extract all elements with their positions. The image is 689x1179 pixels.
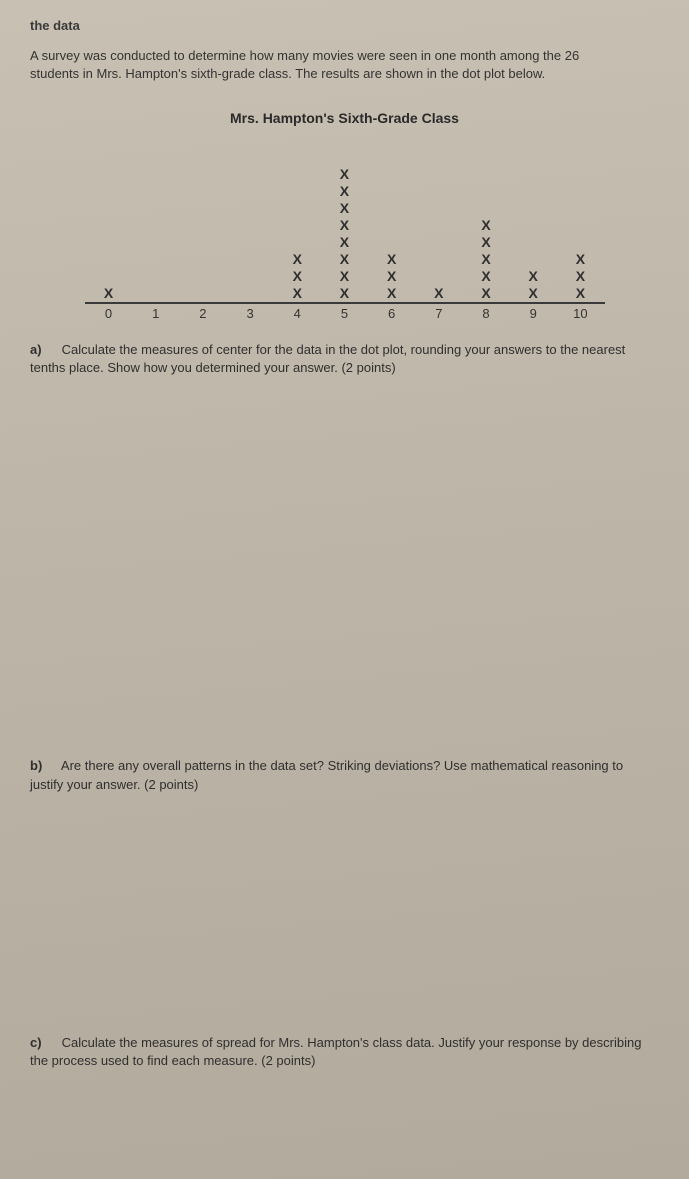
dot-plot-column: X bbox=[419, 285, 459, 302]
axis-tick: 7 bbox=[419, 306, 459, 321]
question-a-text: Calculate the measures of center for the… bbox=[30, 342, 625, 375]
dot-mark: X bbox=[529, 268, 538, 285]
dot-plot-column: XXX bbox=[277, 251, 317, 302]
dot-mark: X bbox=[293, 268, 302, 285]
intro-paragraph: A survey was conducted to determine how … bbox=[30, 47, 590, 82]
dot-mark: X bbox=[104, 285, 113, 302]
dot-plot-column: XXX bbox=[372, 251, 412, 302]
dot-plot-columns: XXXXXXXXXXXXXXXXXXXXXXXXXX bbox=[85, 142, 605, 304]
dot-mark: X bbox=[340, 183, 349, 200]
axis-tick: 2 bbox=[183, 306, 223, 321]
question-a-label: a) bbox=[30, 341, 58, 359]
dot-plot-column: XXXXX bbox=[466, 217, 506, 302]
axis-tick: 0 bbox=[89, 306, 129, 321]
dot-mark: X bbox=[387, 268, 396, 285]
dot-plot-column: XXX bbox=[560, 251, 600, 302]
question-b: b) Are there any overall patterns in the… bbox=[30, 757, 659, 793]
question-b-text: Are there any overall patterns in the da… bbox=[30, 758, 623, 791]
dot-mark: X bbox=[340, 166, 349, 183]
dot-mark: X bbox=[576, 285, 585, 302]
dot-mark: X bbox=[340, 251, 349, 268]
dot-mark: X bbox=[434, 285, 443, 302]
dot-mark: X bbox=[387, 251, 396, 268]
question-c-text: Calculate the measures of spread for Mrs… bbox=[30, 1035, 641, 1068]
dot-plot-body: XXXXXXXXXXXXXXXXXXXXXXXXXX 012345678910 bbox=[85, 142, 605, 321]
dot-mark: X bbox=[481, 285, 490, 302]
dot-mark: X bbox=[293, 251, 302, 268]
axis-tick: 9 bbox=[513, 306, 553, 321]
axis-tick: 10 bbox=[560, 306, 600, 321]
dot-mark: X bbox=[576, 268, 585, 285]
dot-mark: X bbox=[481, 251, 490, 268]
axis-tick: 5 bbox=[324, 306, 364, 321]
dot-mark: X bbox=[481, 268, 490, 285]
question-a: a) Calculate the measures of center for … bbox=[30, 341, 659, 377]
dot-mark: X bbox=[529, 285, 538, 302]
dot-mark: X bbox=[340, 234, 349, 251]
question-c: c) Calculate the measures of spread for … bbox=[30, 1034, 659, 1070]
page: the data A survey was conducted to deter… bbox=[0, 0, 689, 1179]
dot-plot-axis: 0123456789 10 bbox=[85, 304, 605, 321]
dot-mark: X bbox=[576, 251, 585, 268]
partial-heading: the data bbox=[30, 18, 659, 33]
chart-title: Mrs. Hampton's Sixth-Grade Class bbox=[65, 110, 625, 126]
dot-plot-chart: Mrs. Hampton's Sixth-Grade Class XXXXXXX… bbox=[65, 110, 625, 321]
question-c-label: c) bbox=[30, 1034, 58, 1052]
dot-mark: X bbox=[293, 285, 302, 302]
dot-mark: X bbox=[340, 217, 349, 234]
axis-tick: 3 bbox=[230, 306, 270, 321]
dot-mark: X bbox=[340, 285, 349, 302]
axis-tick: 8 bbox=[466, 306, 506, 321]
dot-mark: X bbox=[340, 200, 349, 217]
axis-tick: 4 bbox=[277, 306, 317, 321]
dot-mark: X bbox=[340, 268, 349, 285]
dot-mark: X bbox=[387, 285, 396, 302]
axis-tick: 6 bbox=[372, 306, 412, 321]
dot-plot-column: X bbox=[89, 285, 129, 302]
dot-mark: X bbox=[481, 217, 490, 234]
dot-plot-column: XX bbox=[513, 268, 553, 302]
axis-tick: 1 bbox=[136, 306, 176, 321]
dot-plot-column: XXXXXXXX bbox=[324, 166, 364, 302]
dot-mark: X bbox=[481, 234, 490, 251]
question-b-label: b) bbox=[30, 757, 58, 775]
